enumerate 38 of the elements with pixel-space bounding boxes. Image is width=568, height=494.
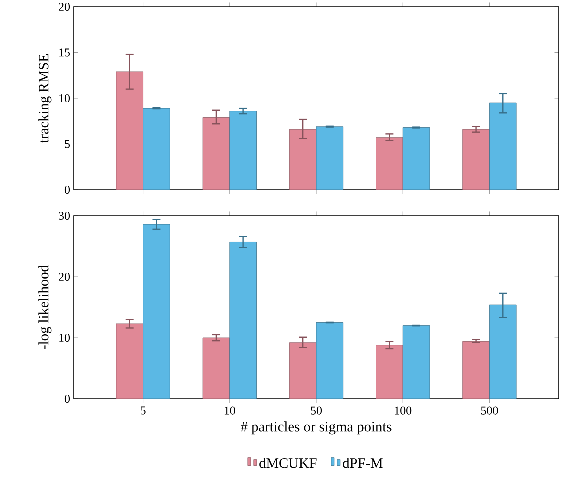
bar (490, 102, 517, 190)
bar (230, 111, 257, 190)
bar (202, 118, 230, 190)
bar (289, 342, 317, 399)
bar (230, 242, 257, 399)
y-tick-label: 15 (60, 48, 70, 57)
y-tick-label: 10 (60, 94, 70, 103)
x-tick-label: 5 (140, 406, 146, 415)
legend-label: dMCUKF (260, 458, 317, 468)
y-axis-title: tracking RMSE (38, 54, 52, 144)
y-tick-label: 30 (59, 212, 70, 220)
x-tick-label: 100 (395, 406, 412, 415)
y-axis-title: -log likelihood (38, 265, 52, 350)
bar (490, 304, 517, 399)
bar (376, 138, 404, 190)
bar (402, 326, 430, 399)
x-tick-label: 10 (224, 406, 236, 415)
bar (143, 108, 170, 190)
bar (462, 129, 490, 190)
bar (116, 324, 144, 399)
y-tick-label: 10 (60, 334, 70, 342)
bar (289, 129, 317, 190)
bar (402, 128, 430, 190)
bar (202, 338, 230, 399)
bar (316, 322, 344, 399)
bar (316, 126, 344, 190)
bar (376, 345, 404, 399)
x-tick-label: 500 (481, 406, 498, 415)
y-tick-label: 0 (64, 186, 70, 194)
legend-label: dPF-M (343, 458, 383, 468)
y-tick-label: 0 (64, 394, 70, 404)
bar (462, 341, 490, 399)
y-tick-label: 20 (59, 272, 70, 282)
bar (143, 224, 170, 399)
x-tick-label: 50 (311, 406, 322, 415)
x-axis-title: # particles or sigma points (241, 422, 392, 435)
y-tick-label: 5 (65, 140, 70, 148)
y-tick-label: 20 (59, 2, 70, 12)
